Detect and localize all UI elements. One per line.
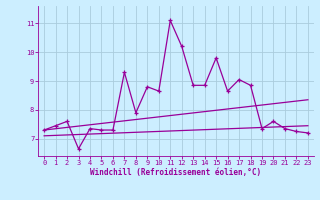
X-axis label: Windchill (Refroidissement éolien,°C): Windchill (Refroidissement éolien,°C) — [91, 168, 261, 177]
